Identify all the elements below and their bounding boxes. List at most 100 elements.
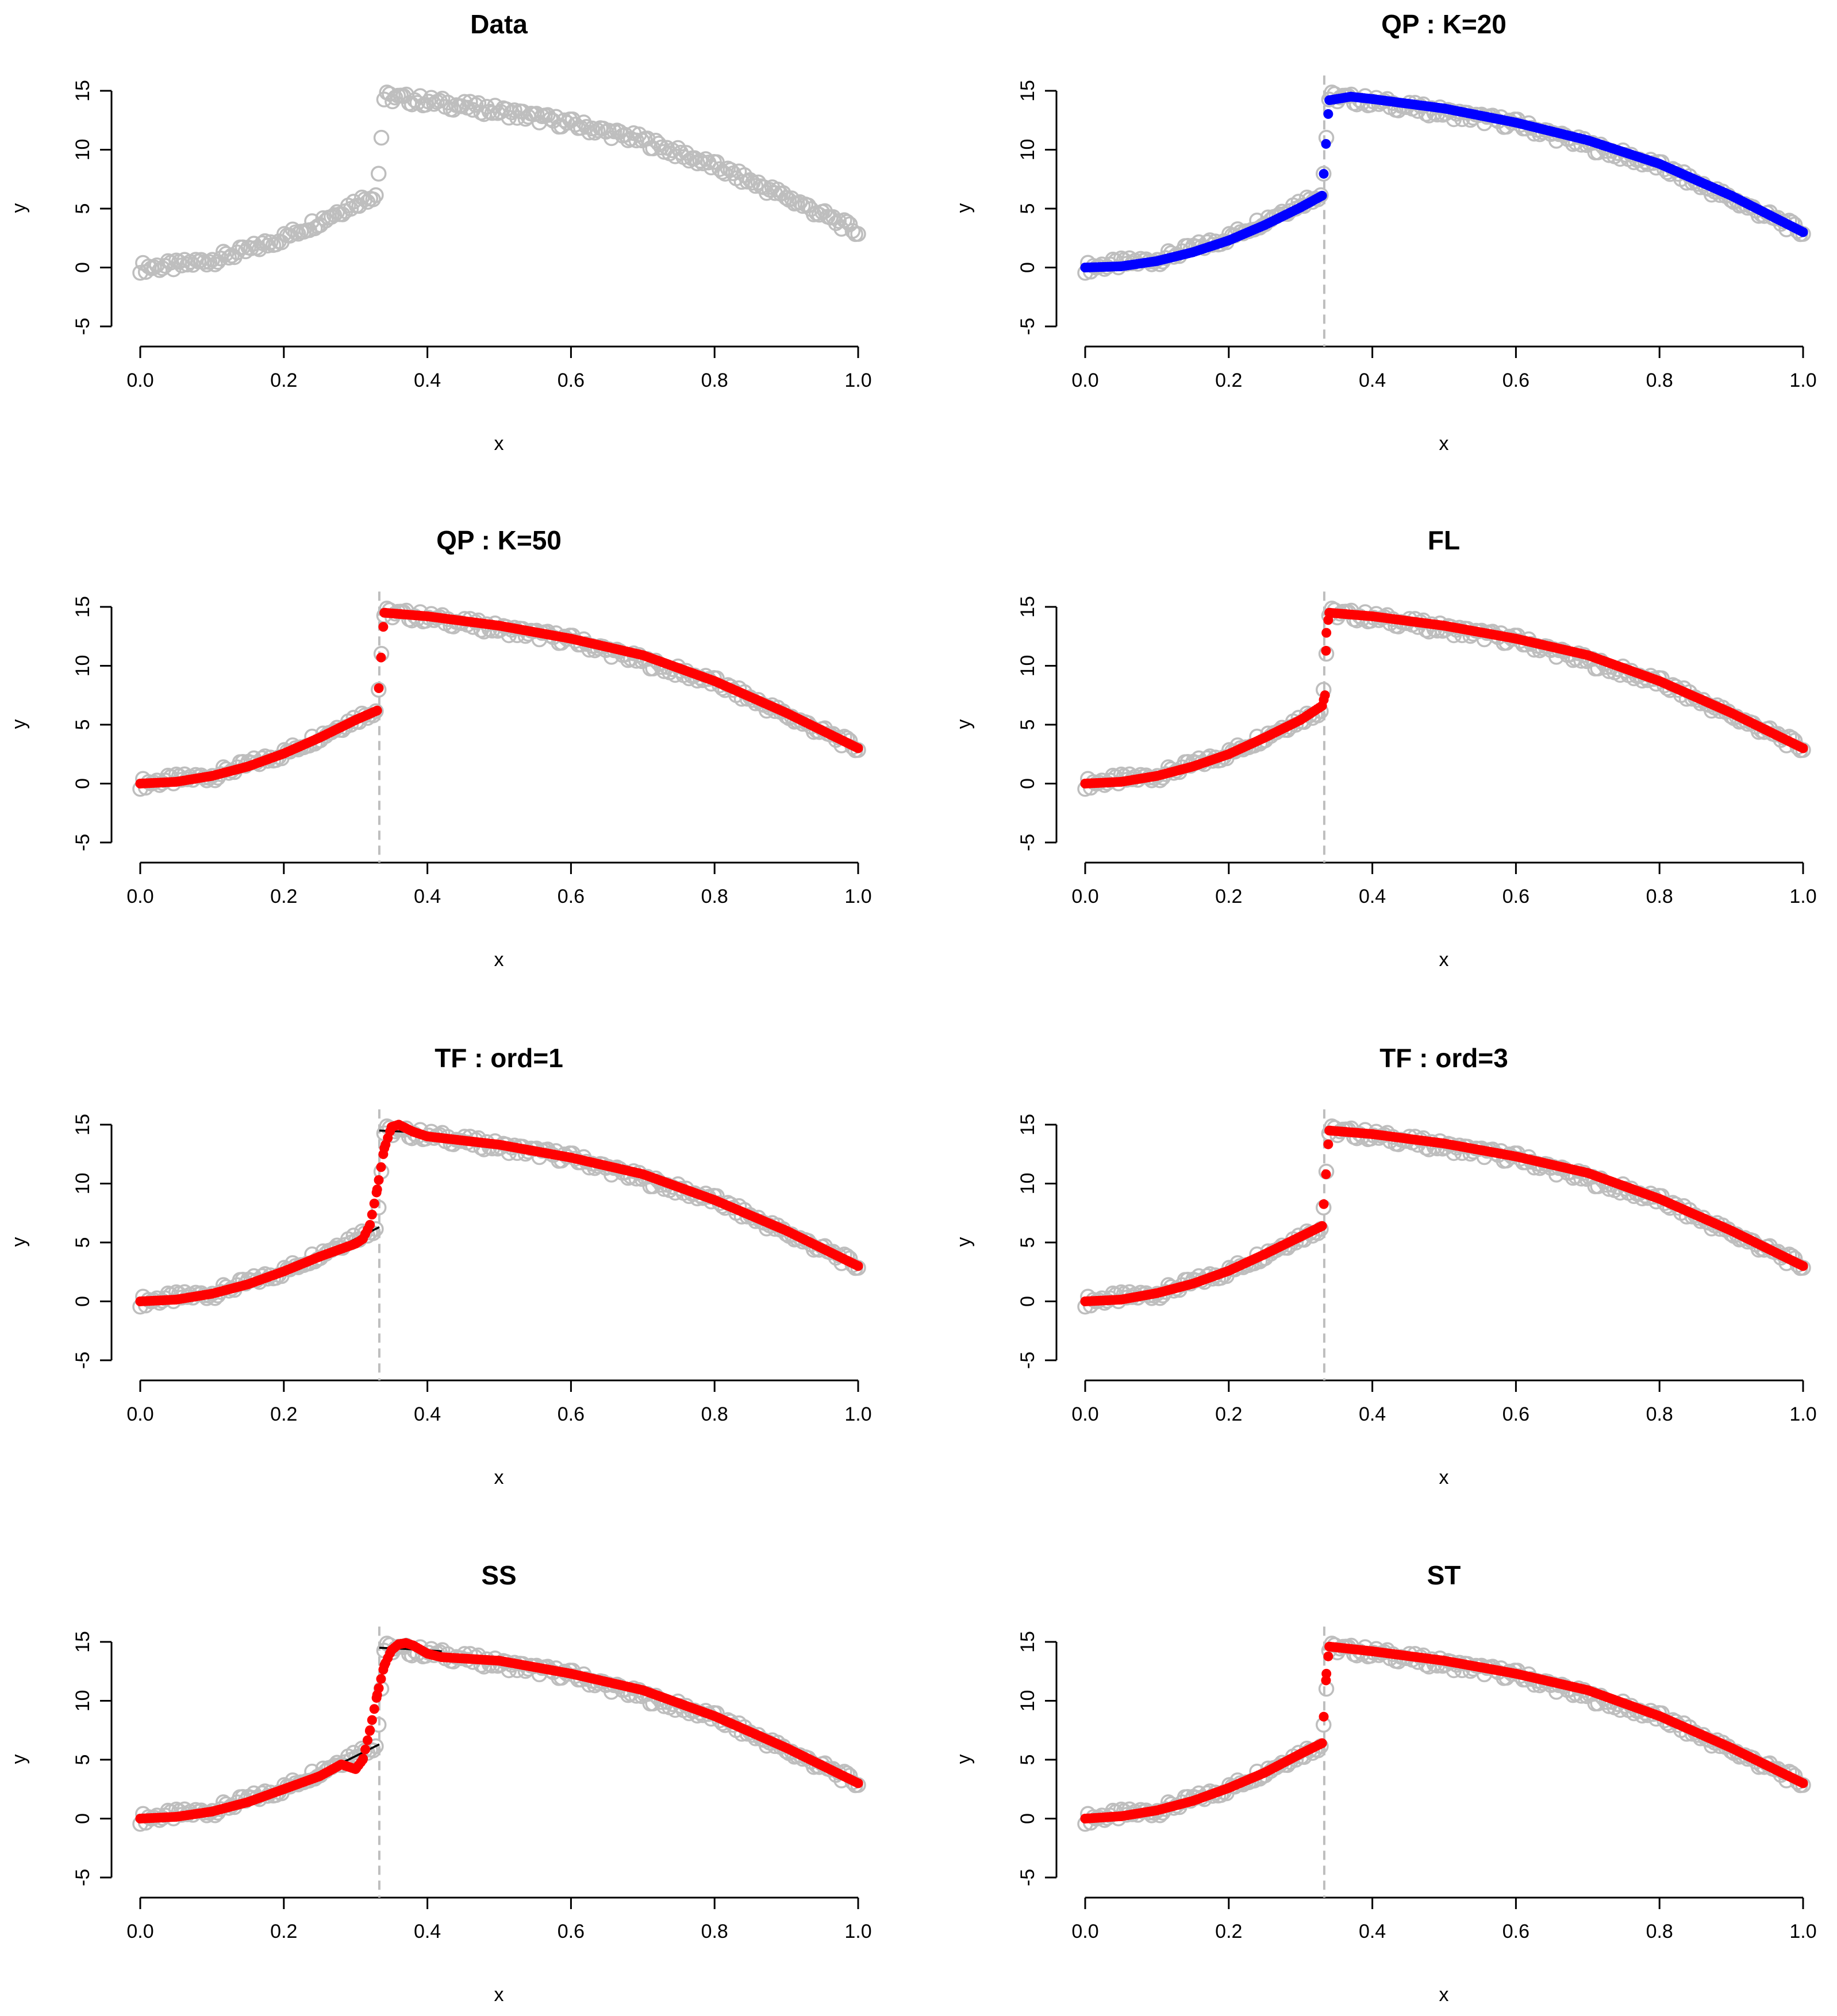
x-tick-label: 0.2 (1215, 370, 1242, 391)
y-tick-label: 10 (1017, 139, 1039, 161)
x-tick-label: 0.0 (126, 1921, 153, 1942)
plot-marks (1077, 1626, 1811, 1898)
plot-marks (1077, 1109, 1811, 1380)
y-tick-label: 10 (72, 1173, 94, 1195)
data-point (850, 226, 866, 242)
panel-title: TF : ord=1 (435, 1043, 563, 1073)
fit-point (369, 1198, 379, 1209)
fit-point (371, 1692, 382, 1703)
y-tick-label: 0 (72, 778, 94, 789)
data-point (368, 187, 384, 203)
data-point (376, 91, 393, 107)
fit-point (376, 652, 386, 663)
y-tick-label: 10 (1017, 1690, 1039, 1712)
y-axis-label: y (953, 1755, 975, 1764)
x-tick-label: 0.4 (1359, 1403, 1386, 1425)
fit-point (1321, 1169, 1331, 1179)
x-tick-label: 0.4 (414, 370, 441, 391)
y-tick-label: 15 (72, 1631, 94, 1653)
panel-title: TF : ord=3 (1379, 1043, 1508, 1073)
x-tick-label: 1.0 (1789, 370, 1816, 391)
x-tick-label: 0.6 (558, 1403, 585, 1425)
fit-point (362, 1735, 372, 1745)
data-point (179, 256, 195, 273)
data-point (373, 129, 390, 146)
y-axis-label: y (8, 720, 30, 729)
y-tick-label: -5 (72, 1869, 94, 1886)
x-tick-label: 0.0 (1071, 370, 1098, 391)
fit-point (1798, 1778, 1808, 1788)
y-tick-label: 0 (72, 1813, 94, 1824)
series-fit (135, 607, 863, 788)
x-tick-label: 0.8 (1646, 1403, 1673, 1425)
panel-tf-ord3: TF : ord=3 x y 0.0 0.2 0.4 0.6 0.8 1.0-505101… (953, 1043, 1817, 1488)
data-point (370, 166, 387, 182)
y-tick-label: 5 (1017, 720, 1039, 730)
x-tick-label: 0.2 (270, 886, 297, 907)
y-tick-label: -5 (72, 834, 94, 851)
x-tick-label: 0.4 (1359, 370, 1386, 391)
fit-point (367, 1715, 377, 1725)
panel-title: SS (481, 1560, 516, 1590)
fit-point (360, 1744, 371, 1755)
fit-point (364, 1220, 375, 1230)
x-tick-label: 0.0 (126, 370, 153, 391)
x-tick-label: 0.2 (1215, 886, 1242, 907)
x-tick-label: 0.6 (558, 370, 585, 391)
fit-point (378, 622, 389, 632)
y-axis-label: y (953, 1237, 975, 1247)
fit-point (1798, 227, 1808, 237)
panel-title: QP : K=20 (1381, 9, 1507, 39)
fit-point (1321, 138, 1331, 149)
data-point (601, 122, 617, 139)
fit-point (369, 1704, 379, 1714)
plot-marks (1077, 591, 1811, 863)
fit-anchor-point (1321, 628, 1332, 638)
fit-point (1798, 1261, 1808, 1271)
y-tick-label: -5 (1017, 834, 1039, 851)
series-fit (1080, 607, 1808, 788)
fit-point (1321, 1675, 1331, 1686)
data-point (326, 207, 343, 223)
x-axis-label: x (494, 1467, 504, 1488)
y-tick-label: 0 (1017, 778, 1039, 789)
x-tick-label: 0.0 (1071, 1403, 1098, 1425)
y-tick-label: 15 (72, 80, 94, 102)
y-tick-label: -5 (1017, 1869, 1039, 1886)
y-tick-label: 5 (1017, 1237, 1039, 1248)
panel-title: Data (470, 9, 528, 39)
data-point (335, 206, 351, 222)
series-data (132, 84, 866, 281)
fit-point (376, 1673, 386, 1684)
y-tick-label: 5 (1017, 1755, 1039, 1765)
y-tick-label: 0 (72, 262, 94, 273)
data-point (315, 210, 332, 226)
fit-point (1319, 168, 1329, 179)
y-tick-label: 15 (1017, 1631, 1039, 1653)
y-tick-label: -5 (72, 1352, 94, 1369)
y-tick-label: 10 (72, 655, 94, 677)
x-tick-label: 0.8 (1646, 370, 1673, 391)
y-tick-label: 5 (72, 1237, 94, 1248)
x-tick-label: 0.6 (1502, 886, 1529, 907)
fit-point (1319, 695, 1329, 705)
x-tick-label: 0.4 (414, 1403, 441, 1425)
data-point (651, 136, 667, 152)
fit-point (1316, 1738, 1327, 1749)
x-tick-label: 0.2 (270, 1403, 297, 1425)
x-axis-label: x (494, 1984, 504, 2006)
fit-point (376, 1162, 386, 1172)
y-tick-label: 10 (1017, 655, 1039, 677)
fit-point (374, 683, 384, 693)
x-tick-label: 0.8 (701, 1403, 728, 1425)
y-tick-label: 15 (1017, 1114, 1039, 1136)
x-tick-label: 1.0 (844, 886, 871, 907)
fit-point (374, 1175, 384, 1185)
data-point (722, 161, 739, 178)
x-tick-label: 1.0 (844, 370, 871, 391)
